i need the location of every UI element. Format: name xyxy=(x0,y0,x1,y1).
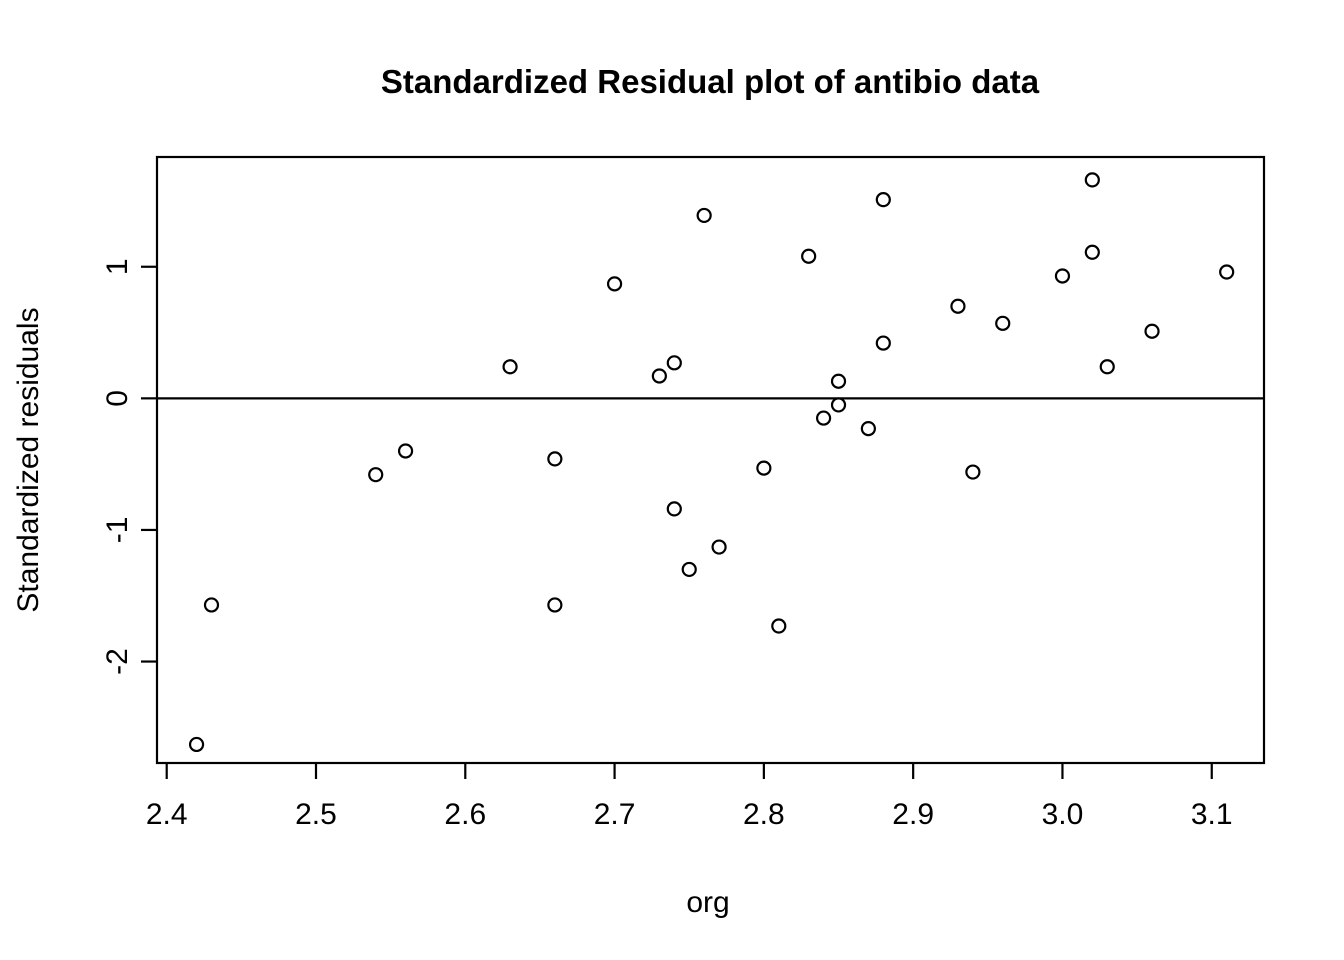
plot-area: 2.4 2.5 2.6 2.7 2.8 2.9 3.0 3.1 -2 -1 0 1 xyxy=(101,155,1266,831)
data-point xyxy=(666,355,682,371)
x-tick-label: 3.0 xyxy=(1042,798,1084,831)
data-point xyxy=(696,207,712,224)
plot-border xyxy=(155,155,1266,765)
data-point xyxy=(188,736,205,753)
data-point xyxy=(666,501,682,517)
x-tick-label: 2.8 xyxy=(743,798,785,831)
x-tick-label: 2.9 xyxy=(892,798,934,831)
data-point xyxy=(1054,268,1071,284)
data-point xyxy=(547,597,563,613)
data-point xyxy=(995,315,1011,331)
data-point xyxy=(651,368,667,384)
y-axis-label: Standardized residuals xyxy=(12,307,45,612)
data-point xyxy=(1084,172,1100,188)
data-point xyxy=(875,335,891,351)
data-point xyxy=(875,192,891,208)
data-point xyxy=(1144,323,1160,339)
data-point xyxy=(815,410,832,426)
x-tick-label: 3.1 xyxy=(1191,798,1233,831)
data-point xyxy=(1084,244,1100,260)
x-tick-label: 2.7 xyxy=(594,798,636,831)
data-point xyxy=(950,298,966,314)
data-point xyxy=(801,248,817,264)
data-point xyxy=(830,373,847,389)
x-tick-label: 2.4 xyxy=(146,798,188,831)
data-point xyxy=(502,359,518,375)
data-point xyxy=(1099,359,1115,375)
y-tick-label: -1 xyxy=(101,517,134,544)
y-tick-label: 1 xyxy=(101,258,134,275)
data-point xyxy=(203,597,220,613)
x-tick-label: 2.6 xyxy=(444,798,486,831)
x-axis-label: org xyxy=(686,886,729,919)
data-point xyxy=(860,421,876,437)
data-point xyxy=(830,397,847,413)
data-point xyxy=(547,451,563,467)
data-point xyxy=(965,464,981,480)
data-point xyxy=(756,460,772,476)
data-point xyxy=(397,443,414,459)
data-point xyxy=(368,467,384,483)
data-point xyxy=(681,561,697,578)
data-point xyxy=(771,618,787,634)
y-tick-label: 0 xyxy=(101,390,134,407)
data-point xyxy=(711,539,727,555)
data-point xyxy=(1219,264,1235,280)
chart-title: Standardized Residual plot of antibio da… xyxy=(381,63,1040,100)
y-tick-label: -2 xyxy=(101,648,134,675)
x-tick-label: 2.5 xyxy=(295,798,337,831)
data-point xyxy=(606,276,623,292)
